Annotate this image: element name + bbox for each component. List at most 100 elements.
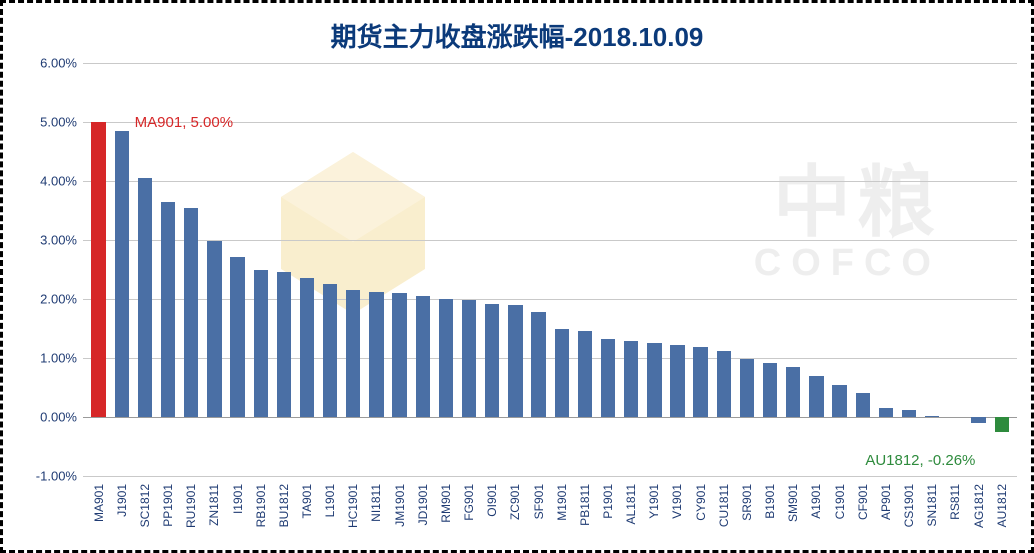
x-tick-label: ZN1811	[207, 484, 221, 526]
callout-max-text: MA901, 5.00%	[135, 114, 233, 131]
bar-slot: CY901	[689, 63, 712, 476]
bar	[300, 278, 314, 417]
bar-slot: AP901	[874, 63, 897, 476]
bar-slot: A1901	[805, 63, 828, 476]
bar-slot: PB1811	[573, 63, 596, 476]
bar-slot: OI901	[481, 63, 504, 476]
y-tick-label: 1.00%	[40, 351, 77, 366]
bar	[369, 292, 383, 417]
bar	[809, 376, 823, 417]
x-tick-label: AL1811	[624, 484, 638, 524]
x-tick-label: I1901	[231, 484, 245, 514]
bar-slot: ZC901	[504, 63, 527, 476]
y-tick-label: -1.00%	[36, 469, 77, 484]
bar	[184, 208, 198, 417]
bar	[902, 410, 916, 417]
bar	[578, 331, 592, 417]
x-tick-label: AG1812	[972, 484, 986, 528]
bar-slot: CS1901	[897, 63, 920, 476]
bar-slot: RS811	[944, 63, 967, 476]
bar-slot: C1901	[828, 63, 851, 476]
x-tick-label: J1901	[115, 484, 129, 517]
x-tick-label: B1901	[763, 484, 777, 519]
x-tick-label: P1901	[601, 484, 615, 519]
y-tick-label: 0.00%	[40, 410, 77, 425]
bar	[717, 351, 731, 417]
bar-slot: JD1901	[411, 63, 434, 476]
bar-slot: M1901	[550, 63, 573, 476]
x-tick-label: PP1901	[161, 484, 175, 527]
x-tick-label: SN1811	[925, 484, 939, 526]
bar	[624, 341, 638, 417]
x-tick-label: TA901	[300, 484, 314, 518]
bar	[740, 359, 754, 417]
bar	[392, 293, 406, 417]
x-tick-label: CY901	[694, 484, 708, 521]
x-tick-label: C1901	[833, 484, 847, 519]
x-tick-label: V1901	[670, 484, 684, 519]
bar	[925, 416, 939, 417]
x-tick-label: RU1901	[184, 484, 198, 528]
bar	[254, 270, 268, 418]
bar	[346, 290, 360, 417]
bar	[971, 417, 985, 423]
bar-slot: SN1811	[921, 63, 944, 476]
x-tick-label: SC1812	[138, 484, 152, 527]
bar	[601, 339, 615, 417]
bar	[277, 272, 291, 417]
x-tick-label: JD1901	[416, 484, 430, 525]
bar	[995, 417, 1009, 432]
x-tick-label: M1901	[555, 484, 569, 521]
x-tick-label: FG901	[462, 484, 476, 521]
callout-max: MA901, 5.00%	[135, 114, 233, 131]
x-tick-label: NI1811	[369, 484, 383, 522]
y-tick-label: 6.00%	[40, 56, 77, 71]
bar-slot: L1901	[319, 63, 342, 476]
bar-slot: AL1811	[620, 63, 643, 476]
bar-slot: SF901	[527, 63, 550, 476]
x-tick-label: HC1901	[346, 484, 360, 528]
bar	[555, 329, 569, 418]
bar-slot: BU1812	[272, 63, 295, 476]
bar	[879, 408, 893, 417]
bar-slot: B1901	[759, 63, 782, 476]
bar	[323, 284, 337, 417]
grid-line	[83, 476, 1017, 477]
x-tick-label: L1901	[323, 484, 337, 517]
bar-slot: RM901	[434, 63, 457, 476]
x-tick-label: JM1901	[393, 484, 407, 527]
chart-frame: 中粮 COFCO 期货主力收盘涨跌幅-2018.10.09 MA901J1901…	[0, 0, 1034, 553]
bar-slot: CF901	[851, 63, 874, 476]
y-tick-label: 3.00%	[40, 233, 77, 248]
bar-slot: JM1901	[388, 63, 411, 476]
bar	[230, 257, 244, 417]
bar-slot: J1901	[110, 63, 133, 476]
x-tick-label: CU1811	[717, 484, 731, 527]
bar	[856, 393, 870, 417]
bar	[485, 304, 499, 417]
bar-slot: SR901	[735, 63, 758, 476]
x-tick-label: SR901	[740, 484, 754, 521]
bar	[786, 367, 800, 417]
y-tick-label: 5.00%	[40, 115, 77, 130]
x-tick-label: SF901	[532, 484, 546, 519]
bar-slot: V1901	[666, 63, 689, 476]
bar	[161, 202, 175, 417]
callout-min-text: AU1812, -0.26%	[865, 452, 975, 469]
bar-slot: NI1811	[365, 63, 388, 476]
bar-slot: MA901	[87, 63, 110, 476]
x-tick-label: AP901	[879, 484, 893, 520]
bar-slot: AU1812	[990, 63, 1013, 476]
bar-slot: TA901	[295, 63, 318, 476]
bar	[416, 296, 430, 417]
bar	[670, 345, 684, 417]
chart-title: 期货主力收盘涨跌幅-2018.10.09	[3, 3, 1031, 54]
bar-slot: HC1901	[342, 63, 365, 476]
bar	[207, 241, 221, 417]
bar-slot: Y1901	[643, 63, 666, 476]
bar	[693, 347, 707, 417]
x-tick-label: RM901	[439, 484, 453, 523]
bar-slot: RB1901	[249, 63, 272, 476]
x-tick-label: RB1901	[254, 484, 268, 527]
bar	[647, 343, 661, 417]
